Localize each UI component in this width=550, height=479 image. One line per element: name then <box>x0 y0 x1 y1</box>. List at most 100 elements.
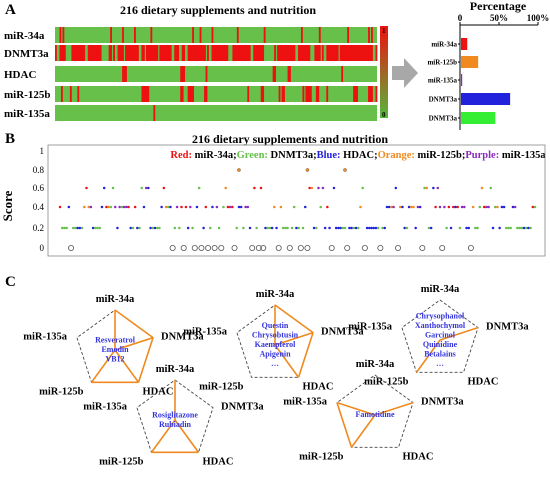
radar-compound-label: Quinidine <box>423 340 458 349</box>
heatmap-cell <box>260 45 263 61</box>
scatter-point <box>454 205 457 209</box>
heatmap-cell <box>181 86 184 102</box>
scatter-point <box>83 205 86 209</box>
radar-compound-label: … <box>436 359 444 368</box>
radar-edge <box>297 332 314 378</box>
arrow-icon <box>392 58 418 88</box>
radar-compound-label: Resveratrol <box>95 336 136 345</box>
scatter-point <box>385 205 389 209</box>
heatmap-cell <box>363 45 366 61</box>
scatter-point <box>471 205 475 209</box>
scatter-ytick-label: 0 <box>40 243 45 253</box>
scatter-point <box>286 226 289 230</box>
heatmap-cell <box>134 27 136 43</box>
percentage-chart: Percentage 0 50% 100% miR-34a miR-125b miR-13… <box>427 0 549 130</box>
heatmap-cell <box>183 66 186 82</box>
scatter-point <box>522 226 526 230</box>
scatter-point <box>286 244 293 251</box>
legend-series-name: miR-34a; <box>192 150 237 161</box>
scatter-point <box>482 205 486 209</box>
radar-compound-label: … <box>271 359 279 368</box>
percentage-bar <box>461 74 463 86</box>
heatmap-cell <box>69 86 72 102</box>
scatter-point <box>487 205 490 209</box>
heatmap-cell <box>224 45 227 61</box>
scatter-point <box>160 205 163 209</box>
scatter-point <box>164 205 168 209</box>
radar-axis-label: miR-34a <box>96 294 135 305</box>
scatter-point <box>533 205 537 209</box>
heatmap-cell <box>151 45 154 61</box>
radar-axis-label: DNMT3a <box>321 327 364 338</box>
heatmap-cell <box>353 45 355 61</box>
heatmap-cell <box>128 45 130 61</box>
heatmap-cell <box>141 86 144 102</box>
scatter-point <box>419 244 426 251</box>
heatmap-cell <box>356 86 358 102</box>
scatter-point <box>218 244 225 251</box>
scatter-point <box>403 226 406 230</box>
radar-chart: miR-34a DNMT3a HDAC miR-125b miR-135a Rosigli… <box>83 364 264 467</box>
heatmap-cell <box>368 86 370 102</box>
heatmap-cell <box>177 45 180 61</box>
heatmap-cell <box>192 27 194 43</box>
scatter-ytick-label: 0.4 <box>33 202 45 212</box>
percentage-tick-label: 100% <box>527 13 550 23</box>
scatter-point <box>237 168 241 172</box>
scatter-point <box>74 226 77 230</box>
heatmap-cell <box>150 45 153 61</box>
heatmap-cell <box>223 45 226 61</box>
scatter-point <box>76 226 79 230</box>
heatmap-cell <box>242 45 245 61</box>
heatmap-cell <box>180 66 183 82</box>
heatmap-cell <box>204 86 206 102</box>
heatmap-cell <box>256 45 259 61</box>
scatter-point <box>248 226 252 230</box>
heatmap-cell <box>220 45 223 61</box>
heatmap-cell <box>113 45 115 61</box>
heatmap-cell <box>327 45 330 61</box>
scatter-point <box>290 226 294 230</box>
heatmap-cell <box>136 45 139 61</box>
heatmap-cell <box>278 86 281 102</box>
heatmap-cell <box>286 45 288 61</box>
heatmap-cell <box>254 45 257 61</box>
radar-axis-label: miR-125b <box>364 376 408 387</box>
scatter-point <box>372 226 375 230</box>
radar-compound-label: Chrysophanol <box>416 311 465 320</box>
radar-axis-label: miR-125b <box>199 381 243 392</box>
radar-axis-label: DNMT3a <box>221 402 264 413</box>
radar-spoke <box>150 419 176 453</box>
heatmap-cell <box>129 45 132 61</box>
legend-color-name: Purple: <box>465 150 499 161</box>
radar-spoke <box>415 339 441 373</box>
heatmap-cell <box>332 45 335 61</box>
radar-compound-label: Questin <box>262 321 289 330</box>
heatmap-cell <box>110 45 112 61</box>
scatter-point <box>498 226 501 230</box>
heatmap-cell <box>205 86 208 102</box>
scatter-point <box>186 226 190 230</box>
scatter-point <box>485 205 488 209</box>
heatmap-cell <box>350 45 353 61</box>
percentage-bar <box>461 38 468 50</box>
scatter-point <box>328 226 331 230</box>
scatter-point <box>401 205 404 209</box>
scatter-point <box>204 205 208 209</box>
heatmap-cell <box>92 45 95 61</box>
heatmap-cell <box>162 45 165 61</box>
heatmap-cell <box>148 45 151 61</box>
panel-label-b: B <box>5 131 15 147</box>
heatmap-cell <box>293 45 296 61</box>
scatter-point <box>91 226 95 230</box>
heatmap-cell <box>72 45 75 61</box>
heatmap-cell <box>81 45 84 61</box>
heatmap-row-label: miR-125b <box>4 89 50 101</box>
heatmap-cell <box>125 66 127 82</box>
scatter-point <box>224 186 227 190</box>
heatmap-cell <box>272 66 275 82</box>
scatter-point <box>105 205 108 209</box>
scatter-point <box>308 186 311 190</box>
scatter-point <box>301 226 305 230</box>
